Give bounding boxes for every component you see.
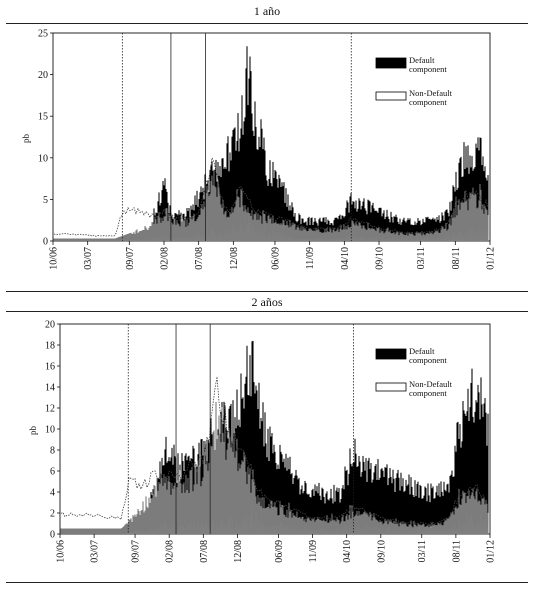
- chart2-x-tick-label: 12/08: [233, 540, 244, 563]
- chart2-legend-swatch-default: [375, 348, 407, 360]
- chart2-y-tick-label: 12: [45, 404, 55, 415]
- mid-rule: [6, 291, 528, 292]
- chart2-x-tick-label: 01/12: [486, 540, 497, 563]
- chart2-y-tick-label: 4: [50, 488, 55, 499]
- chart2-x-tick-label: 08/11: [451, 540, 462, 562]
- chart2-x-tick-label: 06/09: [274, 540, 285, 563]
- chart2-y-tick-label: 0: [50, 530, 55, 541]
- chart2-x-tick-label: 10/06: [56, 540, 67, 563]
- chart1-y-tick-label: 15: [38, 112, 48, 123]
- chart1-legend-label-nondefault: Non-Default: [409, 88, 453, 98]
- chart2-y-tick-label: 2: [50, 509, 55, 520]
- chart1-y-tick-label: 0: [43, 237, 48, 248]
- chart1-legend-label-default: Default: [409, 55, 435, 65]
- bottom-rule: [6, 582, 528, 583]
- chart2-x-tick-label: 02/08: [165, 540, 176, 563]
- chart-title-2: 2 años: [251, 295, 283, 309]
- chart2-x-tick-label: 03/11: [417, 540, 428, 562]
- chart2-x-tick-label: 07/08: [199, 540, 210, 563]
- chart2-y-tick-label: 10: [45, 425, 55, 436]
- chart1-x-tick-label: 02/08: [159, 247, 170, 270]
- chart1-non-default-line: [53, 156, 489, 237]
- chart1-y-tick-label: 25: [38, 29, 48, 40]
- chart1-legend-label-nondefault-2: component: [409, 97, 447, 107]
- chart2-legend-label-nondefault: Non-Default: [409, 379, 453, 389]
- chart1-x-tick-label: 11/09: [305, 247, 316, 269]
- chart1-x-tick-label: 04/10: [340, 247, 351, 270]
- chart1-x-tick-label: 03/07: [83, 247, 94, 270]
- chart2-y-tick-label: 14: [45, 383, 55, 394]
- chart2-y-axis-label: pb: [28, 426, 38, 436]
- chart1-x-tick-label: 03/11: [416, 247, 427, 269]
- chart1-y-tick-label: 20: [38, 70, 48, 81]
- chart1-x-tick-label: 06/09: [270, 247, 281, 270]
- chart1-x-tick-label: 09/07: [125, 247, 136, 270]
- chart1-legend-swatch-nondefault: [375, 91, 407, 101]
- chart2-legend-label-default: Default: [409, 346, 435, 356]
- chart2-x-tick-label: 03/07: [90, 540, 101, 563]
- top-rule: [6, 23, 528, 24]
- chart-title-1: 1 año: [253, 4, 281, 18]
- chart2-x-tick-label: 11/09: [308, 540, 319, 562]
- chart1-x-tick-label: 08/11: [451, 247, 462, 269]
- chart1-y-axis-label: pb: [21, 134, 31, 144]
- chart1-x-tick-label: 12/08: [229, 247, 240, 270]
- chart1-legend-label-default-2: component: [409, 64, 447, 74]
- chart2-y-tick-label: 8: [50, 446, 55, 457]
- chart1-y-tick-label: 10: [38, 153, 48, 164]
- chart1-x-tick-label: 07/08: [194, 247, 205, 270]
- chart1-y-tick-label: 5: [43, 195, 48, 206]
- chart2-y-tick-label: 6: [50, 467, 55, 478]
- chart2-legend-label-nondefault-2: component: [409, 388, 447, 398]
- chart2-y-tick-label: 16: [45, 362, 55, 373]
- chart1-x-tick-label: 01/12: [486, 247, 497, 270]
- chart2-y-tick-label: 20: [45, 320, 55, 331]
- chart1-x-tick-label: 09/10: [375, 247, 386, 270]
- chart2-legend-swatch-nondefault: [375, 382, 407, 392]
- chart2-y-tick-label: 18: [45, 341, 55, 352]
- chart2-x-tick-label: 09/07: [131, 540, 142, 563]
- chart2-non-default-line: [60, 376, 488, 525]
- chart1-x-tick-label: 10/06: [49, 247, 60, 270]
- mid-rule-2: [6, 311, 528, 312]
- chart2-x-tick-label: 04/10: [342, 540, 353, 563]
- chart2-x-tick-label: 09/10: [376, 540, 387, 563]
- chart2-legend-label-default-2: component: [409, 355, 447, 365]
- chart1-legend-swatch-default: [375, 57, 407, 69]
